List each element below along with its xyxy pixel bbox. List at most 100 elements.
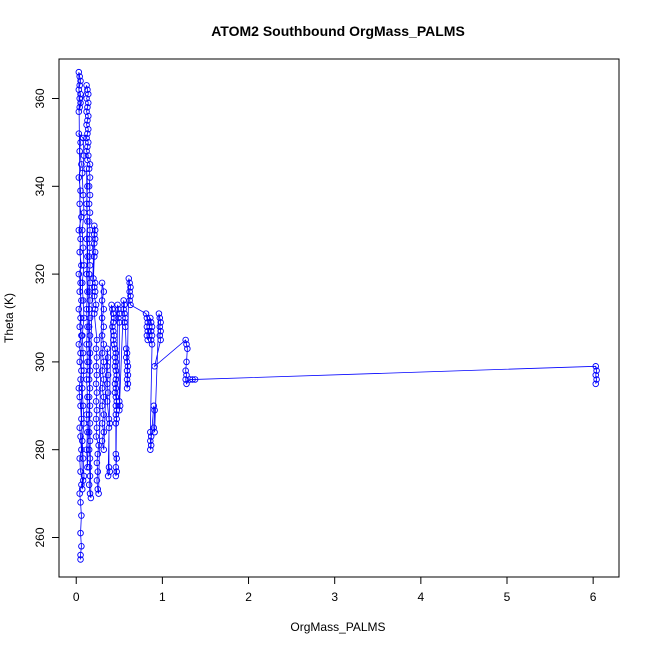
data-point	[156, 323, 164, 331]
data-point	[127, 301, 134, 309]
data-point	[85, 481, 93, 489]
data-point	[100, 411, 108, 418]
data-point	[147, 437, 154, 445]
data-point	[98, 437, 106, 445]
data-point	[123, 376, 131, 383]
data-point	[83, 411, 90, 418]
data-point	[86, 472, 94, 480]
data-point	[112, 393, 120, 401]
data-point	[150, 402, 158, 410]
data-point	[86, 332, 94, 339]
data-point	[98, 279, 106, 287]
data-point	[147, 336, 155, 344]
data-point	[85, 165, 93, 172]
data-point	[75, 305, 83, 313]
data-point	[183, 358, 190, 366]
data-point	[127, 292, 134, 300]
data-point	[100, 341, 108, 348]
data-point	[110, 341, 118, 348]
data-point	[76, 455, 83, 462]
x-axis: 0 1 2 3 4 5 6	[73, 576, 597, 604]
data-point	[85, 112, 92, 120]
data-point	[109, 323, 116, 331]
data-point	[92, 363, 100, 370]
data-point	[151, 428, 158, 436]
data-point	[83, 82, 90, 89]
data-point	[111, 380, 119, 388]
data-point	[77, 556, 84, 563]
data-point	[84, 323, 91, 331]
data-point	[111, 345, 119, 352]
data-point	[93, 406, 101, 414]
data-point	[79, 226, 86, 234]
data-point	[86, 314, 94, 322]
data-point	[98, 402, 106, 410]
data-point	[106, 468, 114, 475]
data-point	[156, 332, 164, 339]
data-point	[76, 82, 83, 89]
data-layer	[75, 68, 600, 563]
data-point	[147, 442, 155, 449]
data-point	[79, 279, 86, 287]
data-point	[104, 472, 112, 480]
data-point	[111, 354, 119, 361]
data-point	[86, 174, 94, 181]
data-point	[86, 297, 94, 304]
data-point	[122, 314, 129, 322]
data-point	[75, 86, 83, 93]
data-point	[593, 376, 600, 383]
data-point	[83, 446, 90, 453]
data-point	[112, 420, 120, 427]
data-point	[85, 125, 92, 133]
data-point	[77, 468, 84, 475]
data-point	[79, 455, 87, 462]
data-point	[91, 284, 98, 291]
y-axis: 260 280 300 320 340 360	[33, 88, 60, 548]
data-point	[91, 240, 98, 247]
data-point	[123, 358, 131, 366]
y-tick-label: 260	[33, 527, 47, 547]
data-point	[92, 398, 100, 405]
data-point	[110, 314, 118, 322]
data-point	[112, 411, 120, 418]
y-tick-label: 360	[33, 88, 47, 108]
data-point	[84, 288, 91, 295]
data-point	[76, 288, 83, 295]
data-point	[91, 310, 98, 317]
data-point	[122, 345, 130, 352]
data-point	[79, 437, 86, 445]
data-point	[79, 191, 87, 199]
data-point	[116, 402, 124, 410]
data-point	[104, 371, 112, 379]
data-point	[150, 424, 158, 432]
data-point	[90, 275, 97, 282]
data-point	[115, 314, 122, 322]
data-point	[77, 499, 84, 506]
data-point	[77, 99, 84, 107]
data-point	[84, 117, 91, 124]
data-point	[184, 345, 191, 352]
data-point	[78, 367, 85, 374]
data-point	[85, 358, 93, 366]
data-point	[86, 161, 94, 168]
x-axis-label: OrgMass_PALMS	[290, 620, 385, 634]
data-point	[78, 262, 85, 269]
data-point	[93, 336, 101, 344]
y-tick-label: 340	[33, 176, 47, 196]
data-point	[122, 323, 129, 331]
data-point	[85, 341, 93, 348]
data-point	[98, 420, 106, 427]
data-point	[79, 402, 87, 410]
data-point	[94, 450, 102, 458]
data-point	[76, 95, 83, 102]
data-point	[112, 472, 120, 480]
data-point	[182, 376, 189, 383]
data-point	[111, 389, 119, 396]
plot-frame	[58, 58, 620, 578]
data-point	[155, 310, 163, 317]
y-tick-label: 300	[33, 352, 47, 372]
data-point	[124, 380, 132, 388]
data-point	[143, 314, 151, 322]
data-point	[92, 415, 100, 423]
data-point	[84, 393, 91, 401]
